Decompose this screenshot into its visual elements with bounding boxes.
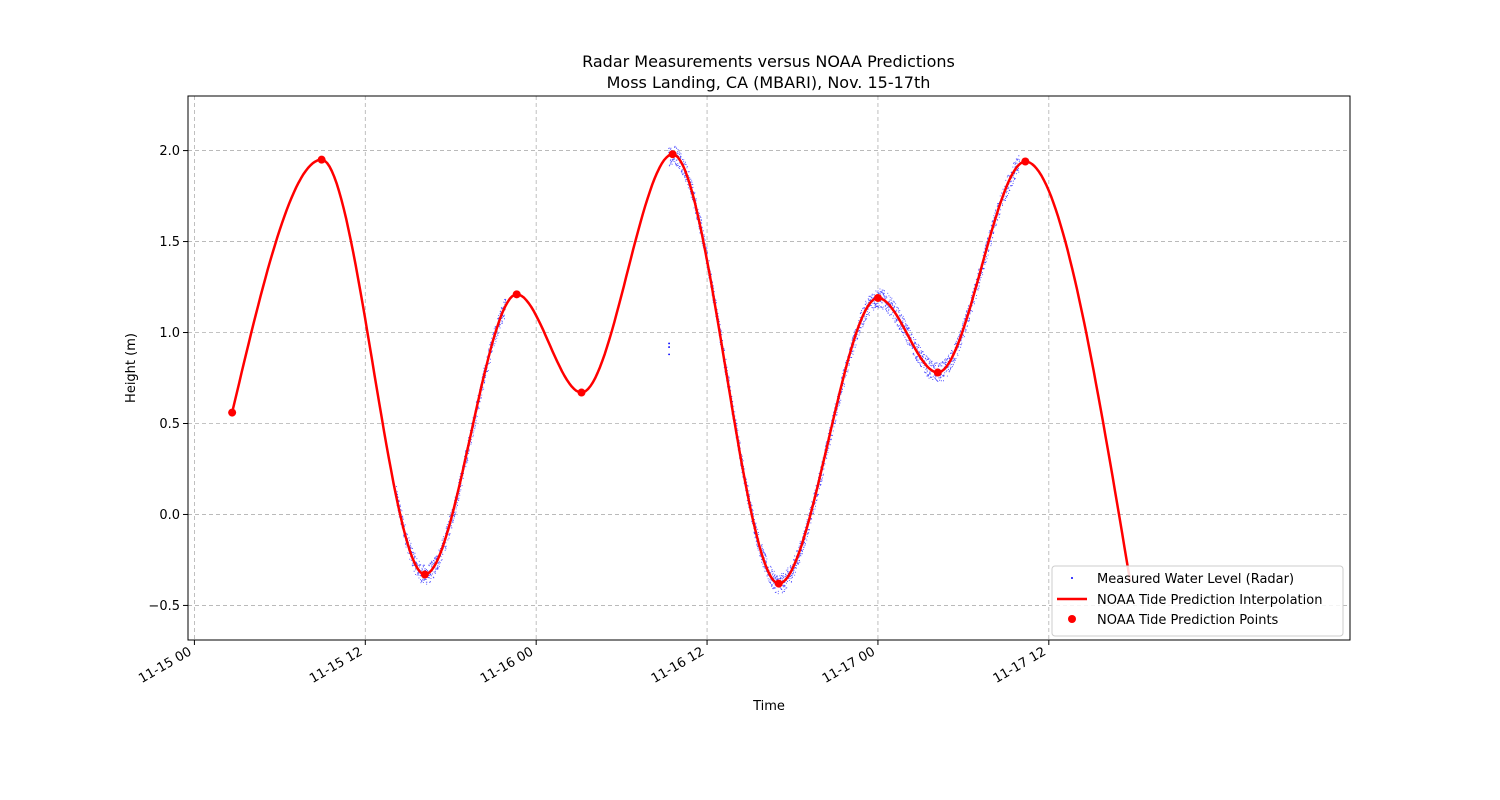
x-tick-label: 11-15 00 [136, 644, 194, 686]
y-tick-label: 0.0 [159, 508, 180, 523]
x-tick-label: 11-16 12 [649, 644, 707, 686]
legend: Measured Water Level (Radar) NOAA Tide P… [1051, 565, 1344, 637]
x-axis-label: Time [752, 699, 785, 714]
legend-box [1051, 565, 1344, 637]
legend-label-interpolation: NOAA Tide Prediction Interpolation [1097, 593, 1322, 608]
x-tick-label: 11-16 00 [478, 644, 536, 686]
chart-title: Radar Measurements versus NOAA Predictio… [582, 52, 955, 71]
noaa-prediction-point [774, 579, 783, 588]
legend-label-points: NOAA Tide Prediction Points [1097, 613, 1279, 628]
noaa-prediction-point [317, 155, 326, 164]
noaa-prediction-point [512, 290, 521, 299]
grid-lines [188, 96, 1350, 640]
y-tick-label: −0.5 [148, 599, 180, 614]
plot-area [228, 145, 1132, 595]
noaa-prediction-point [420, 570, 429, 579]
noaa-prediction-point [228, 408, 237, 417]
noaa-prediction-point [933, 368, 942, 377]
x-tick-label: 11-17 00 [820, 644, 878, 686]
measured-water-level-points [395, 145, 1020, 595]
noaa-interpolation-line [230, 153, 1132, 585]
legend-marker-measured [1071, 577, 1073, 579]
legend-label-measured: Measured Water Level (Radar) [1097, 572, 1294, 587]
measured-outlier-point [668, 346, 670, 348]
legend-marker-points [1068, 615, 1076, 623]
noaa-prediction-point [873, 293, 882, 302]
y-axis-label: Height (m) [124, 333, 139, 403]
noaa-prediction-point [1021, 157, 1030, 166]
x-tick-label: 11-15 12 [307, 644, 365, 686]
noaa-prediction-point [668, 150, 677, 159]
y-tick-label: 1.5 [159, 235, 180, 250]
y-tick-label: 1.0 [159, 326, 180, 341]
y-tick-label: 2.0 [159, 144, 180, 159]
noaa-prediction-point [577, 388, 586, 397]
measured-outlier-point [668, 342, 670, 345]
axes-frame [187, 95, 1351, 641]
x-tick-label: 11-17 12 [991, 644, 1049, 686]
x-axis-ticks: 11-15 00 11-15 12 11-16 00 11-16 12 11-17 00… [136, 640, 1050, 687]
y-tick-label: 0.5 [159, 417, 180, 432]
y-axis-ticks: −0.5 0.0 0.5 1.0 1.5 2.0 [148, 144, 188, 614]
measured-outlier-point [668, 353, 670, 356]
chart-subtitle: Moss Landing, CA (MBARI), Nov. 15-17th [607, 73, 931, 92]
